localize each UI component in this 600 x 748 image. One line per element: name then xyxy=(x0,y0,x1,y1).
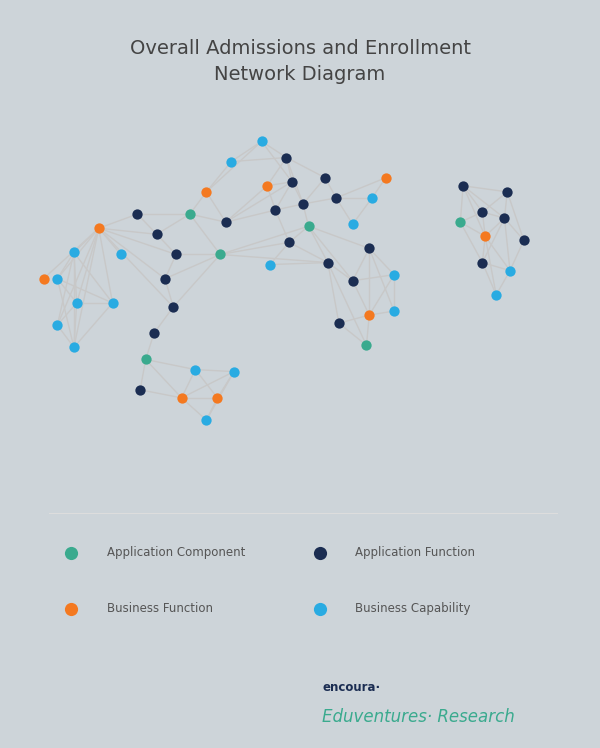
Point xyxy=(171,248,181,260)
Point xyxy=(39,273,49,285)
Point xyxy=(334,317,344,329)
Text: encoura·: encoura· xyxy=(322,681,380,693)
Point xyxy=(229,366,239,378)
Point xyxy=(381,172,391,184)
Point xyxy=(315,547,325,559)
Point xyxy=(169,301,178,313)
Point xyxy=(53,273,62,285)
Point xyxy=(323,257,332,269)
Point xyxy=(177,392,187,404)
Point xyxy=(149,327,159,339)
Point xyxy=(69,341,79,353)
Text: Overall Admissions and Enrollment: Overall Admissions and Enrollment xyxy=(130,39,470,58)
Point xyxy=(202,414,211,426)
Text: Application Function: Application Function xyxy=(355,546,475,559)
Point xyxy=(478,206,487,218)
Point xyxy=(67,603,76,615)
Point xyxy=(298,198,308,210)
Point xyxy=(281,152,291,164)
Point xyxy=(262,180,272,191)
Point xyxy=(348,218,358,230)
Point xyxy=(94,222,104,234)
Point xyxy=(481,230,490,242)
Point xyxy=(491,289,501,301)
Point xyxy=(152,228,161,240)
Point xyxy=(367,192,377,204)
Text: Eduventures· Research: Eduventures· Research xyxy=(322,708,515,726)
Point xyxy=(226,156,236,168)
Text: Application Component: Application Component xyxy=(107,546,245,559)
Point xyxy=(257,135,266,147)
Point xyxy=(202,186,211,197)
Point xyxy=(69,247,79,259)
Point xyxy=(72,297,82,309)
Point xyxy=(67,547,76,559)
Point xyxy=(389,269,399,280)
Point xyxy=(304,220,313,232)
Point xyxy=(362,340,371,352)
Point xyxy=(331,192,341,204)
Point xyxy=(271,204,280,216)
Point xyxy=(364,309,374,321)
Point xyxy=(315,603,325,615)
Point xyxy=(160,273,170,285)
Point xyxy=(455,216,465,228)
Point xyxy=(348,275,358,286)
Point xyxy=(519,234,529,246)
Point xyxy=(265,259,275,271)
Point xyxy=(108,297,118,309)
Point xyxy=(136,384,145,396)
Point xyxy=(141,354,151,366)
Point xyxy=(53,319,62,331)
Point xyxy=(320,172,330,184)
Point xyxy=(133,208,142,220)
Point xyxy=(221,216,230,228)
Point xyxy=(458,180,468,191)
Point xyxy=(478,257,487,269)
Point xyxy=(116,248,125,260)
Text: Network Diagram: Network Diagram xyxy=(214,65,386,85)
Point xyxy=(505,265,515,277)
Point xyxy=(212,392,222,404)
Point xyxy=(364,242,374,254)
Text: Business Function: Business Function xyxy=(107,602,213,615)
Point xyxy=(287,176,297,188)
Point xyxy=(191,364,200,375)
Point xyxy=(284,236,294,248)
Point xyxy=(185,208,194,220)
Text: Business Capability: Business Capability xyxy=(355,602,471,615)
Point xyxy=(502,186,512,197)
Point xyxy=(500,212,509,224)
Point xyxy=(215,248,225,260)
Point xyxy=(389,305,399,317)
